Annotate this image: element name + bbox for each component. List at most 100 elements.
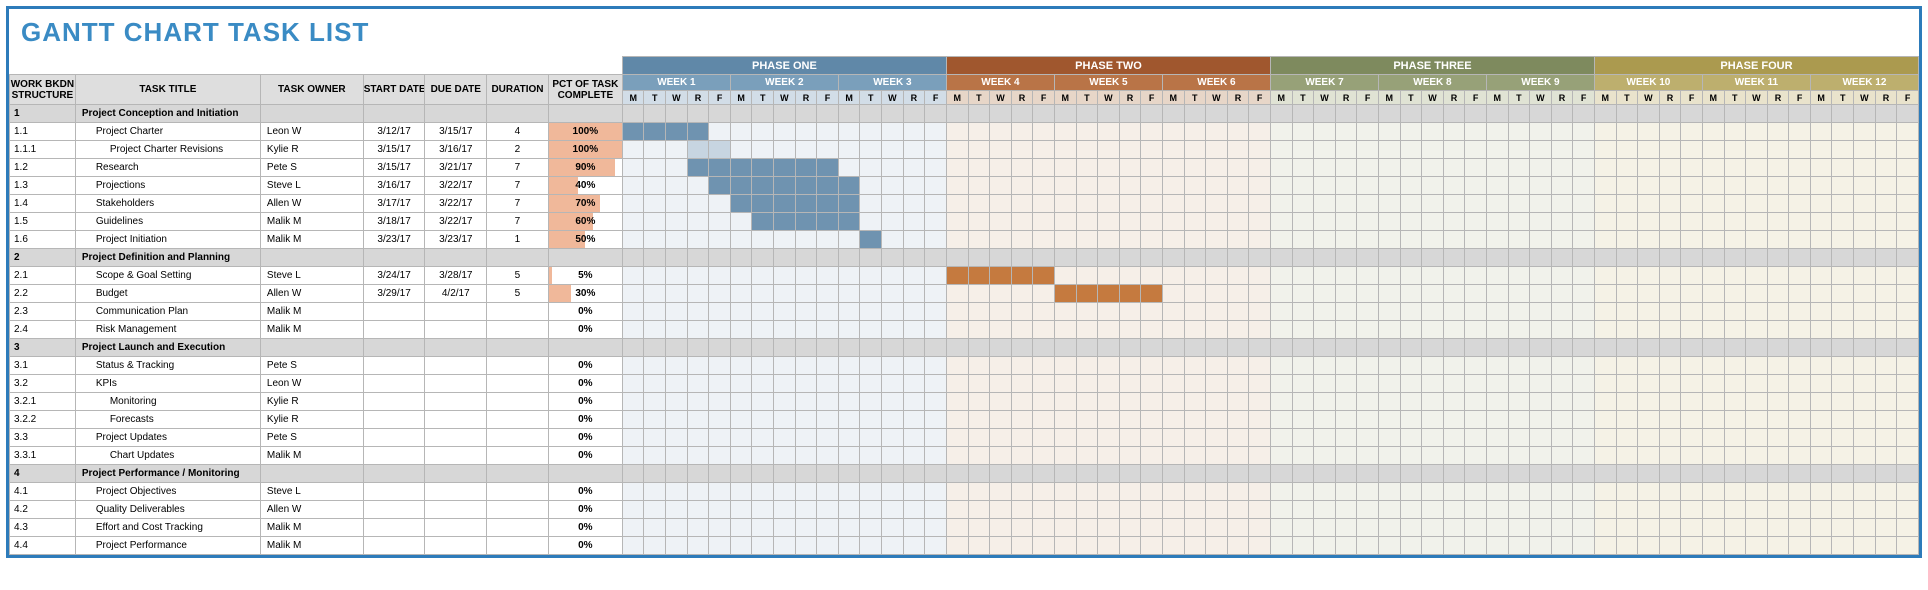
wbs-cell[interactable]: 1.1.1 (10, 141, 76, 159)
gantt-cell[interactable] (752, 339, 774, 357)
gantt-cell[interactable] (1897, 501, 1919, 519)
gantt-cell[interactable] (1681, 321, 1703, 339)
gantt-cell[interactable] (1702, 213, 1724, 231)
gantt-cell[interactable] (817, 447, 839, 465)
gantt-cell[interactable] (622, 447, 644, 465)
gantt-cell[interactable] (1508, 537, 1530, 555)
gantt-cell[interactable] (1551, 357, 1573, 375)
wbs-cell[interactable]: 1.1 (10, 123, 76, 141)
gantt-cell[interactable] (1292, 285, 1314, 303)
gantt-cell[interactable] (946, 321, 968, 339)
gantt-cell[interactable] (1508, 213, 1530, 231)
gantt-cell[interactable] (1271, 519, 1293, 537)
gantt-cell[interactable] (1573, 465, 1595, 483)
gantt-cell[interactable] (644, 321, 666, 339)
gantt-cell[interactable] (882, 321, 904, 339)
gantt-cell[interactable] (1573, 501, 1595, 519)
gantt-cell[interactable] (1832, 339, 1854, 357)
gantt-cell[interactable] (1875, 537, 1897, 555)
gantt-cell[interactable] (1659, 177, 1681, 195)
gantt-cell[interactable] (1810, 465, 1832, 483)
gantt-cell[interactable] (990, 231, 1012, 249)
gantt-cell[interactable] (1789, 339, 1811, 357)
gantt-cell[interactable] (730, 537, 752, 555)
gantt-cell[interactable] (709, 177, 731, 195)
task-owner-cell[interactable]: Steve L (260, 483, 363, 501)
gantt-cell[interactable] (925, 177, 947, 195)
gantt-cell[interactable] (622, 159, 644, 177)
gantt-cell[interactable] (1076, 303, 1098, 321)
gantt-cell[interactable] (1508, 231, 1530, 249)
gantt-cell[interactable] (1249, 123, 1271, 141)
gantt-cell[interactable] (1141, 105, 1163, 123)
gantt-cell[interactable] (1594, 465, 1616, 483)
gantt-cell[interactable] (1098, 195, 1120, 213)
gantt-cell[interactable] (1011, 249, 1033, 267)
gantt-cell[interactable] (1206, 195, 1228, 213)
gantt-cell[interactable] (903, 303, 925, 321)
gantt-cell[interactable] (1702, 537, 1724, 555)
gantt-cell[interactable] (1465, 465, 1487, 483)
gantt-cell[interactable] (1162, 465, 1184, 483)
gantt-cell[interactable] (1119, 429, 1141, 447)
gantt-cell[interactable] (1594, 519, 1616, 537)
gantt-cell[interactable] (1659, 465, 1681, 483)
gantt-cell[interactable] (1162, 105, 1184, 123)
pct-complete-cell[interactable]: 30% (548, 285, 622, 303)
gantt-cell[interactable] (1897, 267, 1919, 285)
gantt-cell[interactable] (1573, 105, 1595, 123)
task-owner-cell[interactable]: Steve L (260, 267, 363, 285)
gantt-cell[interactable] (1681, 105, 1703, 123)
gantt-cell[interactable] (1681, 123, 1703, 141)
gantt-cell[interactable] (1465, 357, 1487, 375)
gantt-cell[interactable] (1810, 231, 1832, 249)
gantt-cell[interactable] (1832, 429, 1854, 447)
gantt-cell[interactable] (946, 447, 968, 465)
gantt-cell[interactable] (774, 285, 796, 303)
gantt-cell[interactable] (1573, 393, 1595, 411)
gantt-cell[interactable] (1443, 249, 1465, 267)
gantt-cell[interactable] (622, 339, 644, 357)
gantt-cell[interactable] (730, 159, 752, 177)
gantt-cell[interactable] (1292, 213, 1314, 231)
gantt-cell[interactable] (817, 231, 839, 249)
gantt-cell[interactable] (1314, 537, 1336, 555)
gantt-cell[interactable] (687, 411, 709, 429)
gantt-cell[interactable] (1076, 501, 1098, 519)
gantt-cell[interactable] (1767, 303, 1789, 321)
gantt-cell[interactable] (752, 195, 774, 213)
gantt-cell[interactable] (1054, 537, 1076, 555)
gantt-cell[interactable] (1033, 195, 1055, 213)
gantt-cell[interactable] (1854, 393, 1876, 411)
gantt-cell[interactable] (1767, 339, 1789, 357)
gantt-cell[interactable] (1486, 123, 1508, 141)
gantt-cell[interactable] (1767, 285, 1789, 303)
gantt-cell[interactable] (709, 465, 731, 483)
gantt-cell[interactable] (990, 483, 1012, 501)
gantt-cell[interactable] (1638, 141, 1660, 159)
gantt-cell[interactable] (1854, 231, 1876, 249)
gantt-cell[interactable] (795, 105, 817, 123)
gantt-cell[interactable] (1422, 483, 1444, 501)
gantt-cell[interactable] (1184, 141, 1206, 159)
gantt-cell[interactable] (1681, 249, 1703, 267)
wbs-cell[interactable]: 4.1 (10, 483, 76, 501)
gantt-cell[interactable] (1400, 483, 1422, 501)
gantt-cell[interactable] (817, 141, 839, 159)
gantt-cell[interactable] (860, 123, 882, 141)
gantt-cell[interactable] (1530, 411, 1552, 429)
gantt-cell[interactable] (709, 195, 731, 213)
gantt-cell[interactable] (730, 501, 752, 519)
wbs-cell[interactable]: 1.3 (10, 177, 76, 195)
gantt-cell[interactable] (1054, 357, 1076, 375)
gantt-cell[interactable] (882, 447, 904, 465)
gantt-cell[interactable] (1314, 501, 1336, 519)
start-cell[interactable] (363, 339, 425, 357)
gantt-cell[interactable] (1465, 483, 1487, 501)
gantt-cell[interactable] (774, 339, 796, 357)
dur-cell[interactable]: 7 (487, 177, 549, 195)
gantt-cell[interactable] (1141, 231, 1163, 249)
gantt-cell[interactable] (1357, 447, 1379, 465)
gantt-cell[interactable] (687, 501, 709, 519)
gantt-cell[interactable] (1033, 267, 1055, 285)
